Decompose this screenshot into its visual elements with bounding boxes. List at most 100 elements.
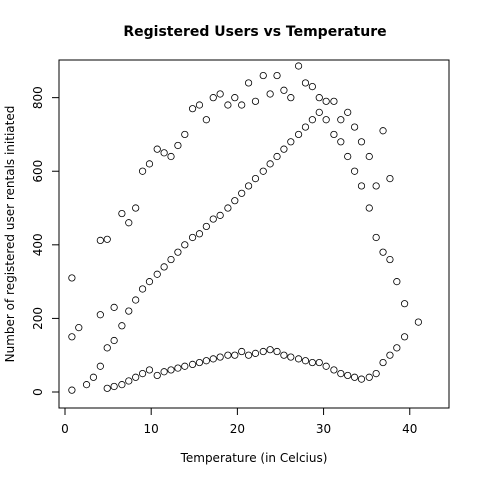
data-point [386,255,394,264]
data-point [357,138,366,146]
x-tick-label: 0 [61,422,69,436]
data-point [238,189,246,197]
data-point [96,236,104,245]
data-point [195,230,204,238]
chart-title: Registered Users vs Temperature [123,24,386,40]
data-point [379,248,387,256]
data-point [308,116,316,124]
data-point [330,366,338,374]
data-point [224,204,232,212]
y-tick-label: 600 [31,160,45,183]
data-point [330,97,338,105]
y-axis-label: Number of registered user rentals initia… [3,106,17,363]
data-point [209,215,217,223]
data-point [188,105,197,113]
data-point [238,101,246,109]
data-point [110,382,118,391]
data-point [365,373,373,381]
data-point [82,381,91,389]
data-point [216,90,224,98]
data-point [224,351,232,359]
data-point [379,127,387,135]
data-point [68,386,76,394]
data-point [195,358,204,367]
data-point [89,373,98,381]
data-point [145,366,154,374]
data-point [322,116,330,124]
data-point [68,274,76,282]
data-point [188,360,197,369]
data-point [103,344,111,352]
data-point [68,333,76,341]
data-point [153,145,161,153]
data-point [294,355,303,363]
data-point [414,318,422,326]
data-point [231,197,239,205]
data-point [266,346,274,354]
data-point [357,182,366,190]
data-point [224,101,232,109]
data-point [132,373,140,381]
data-point [322,97,330,105]
data-point [118,322,126,330]
y-tick-label: 200 [31,307,45,330]
data-point [132,296,140,304]
data-point [308,83,316,91]
data-point [315,358,323,367]
data-point [315,108,323,116]
data-point [315,94,323,102]
data-point [138,285,147,293]
data-point [132,204,140,212]
data-point [357,375,366,383]
data-point [202,357,210,365]
data-point [337,370,345,378]
data-point [103,235,111,243]
data-point [259,167,267,175]
data-point [273,152,281,161]
y-tick-label: 800 [31,86,45,109]
data-point [75,324,83,332]
data-point [96,362,104,370]
data-point [174,141,182,150]
data-point [238,347,246,356]
data-point [301,79,310,87]
data-point [400,333,409,341]
data-point [386,174,394,183]
data-point [372,370,380,378]
data-point [308,358,316,367]
data-point [344,108,352,116]
data-point [181,362,189,370]
data-point [287,94,295,102]
x-axis-label: Temperature (in Celcius) [180,451,328,465]
data-point [259,71,267,80]
x-tick-label: 40 [402,422,417,436]
data-point [202,116,210,124]
data-point [294,130,303,139]
data-point [160,263,168,271]
data-point [251,97,260,105]
data-point [344,371,352,380]
data-point [379,358,387,367]
data-point [322,362,330,370]
data-point [266,90,274,98]
data-point [118,381,126,389]
data-point [280,86,288,94]
data-point [337,116,345,124]
data-point [393,278,401,286]
data-point [110,336,118,345]
data-point [167,152,175,161]
data-point [365,152,373,161]
data-point [244,351,253,359]
data-point [244,182,253,190]
data-point [259,347,267,356]
data-point [160,149,168,157]
data-point [301,123,310,131]
x-tick-label: 20 [230,422,245,436]
data-point [216,211,224,219]
data-point [350,373,359,381]
data-point [160,368,168,376]
y-tick-label: 400 [31,233,45,256]
data-point [181,241,189,249]
data-point [330,130,338,139]
x-tick-label: 30 [316,422,331,436]
